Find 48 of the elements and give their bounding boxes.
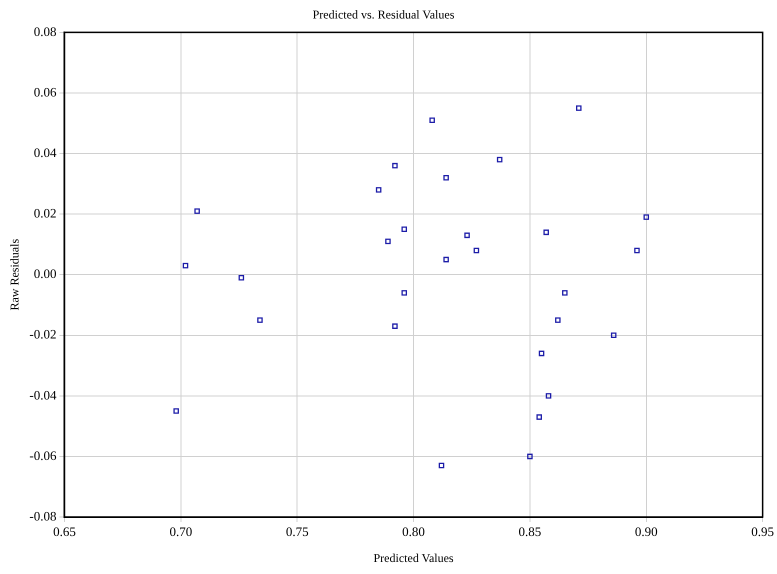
y-tick-label: 0.06 <box>34 84 57 100</box>
point <box>543 230 549 236</box>
point <box>238 274 244 280</box>
chart-title: Predicted vs. Residual Values <box>312 7 455 22</box>
y-tick-label: -0.08 <box>29 508 56 524</box>
y-tick-label: 0.08 <box>34 24 56 39</box>
point <box>194 208 200 214</box>
point <box>634 248 640 254</box>
point <box>464 232 470 238</box>
x-tick-label: 0.70 <box>169 524 192 540</box>
y-tick-label: 0.04 <box>34 144 57 160</box>
point <box>643 214 650 220</box>
x-tick-label: 0.95 <box>751 524 774 540</box>
point <box>555 317 561 323</box>
y-tick-label: -0.04 <box>29 387 57 402</box>
y-tick-label: -0.02 <box>29 326 56 342</box>
point <box>392 323 398 329</box>
y-axis-title: Raw Residuals <box>7 238 22 311</box>
point <box>182 262 188 268</box>
point <box>401 226 408 232</box>
point <box>443 256 449 262</box>
point <box>438 462 444 468</box>
point <box>536 414 542 420</box>
point <box>173 408 179 414</box>
point <box>496 156 502 162</box>
point <box>562 290 568 296</box>
point <box>443 175 449 181</box>
y-tick-label: 0.00 <box>34 266 56 282</box>
y-tick-label: 0.02 <box>34 206 56 221</box>
point <box>527 454 533 460</box>
x-tick-label: 0.65 <box>53 524 76 540</box>
point <box>385 238 391 244</box>
x-tick-label: 0.85 <box>518 524 542 540</box>
point <box>538 350 544 356</box>
y-tick-label: -0.06 <box>29 448 57 463</box>
point <box>610 332 616 338</box>
point <box>474 248 480 254</box>
point <box>429 117 435 124</box>
x-tick-label: 0.90 <box>634 524 658 540</box>
x-axis-title: Predicted Values <box>374 550 454 565</box>
point <box>376 187 382 193</box>
point <box>392 162 398 168</box>
x-tick-label: 0.80 <box>402 524 425 540</box>
x-tick-label: 0.75 <box>286 524 309 540</box>
point <box>257 317 263 323</box>
point <box>401 290 408 296</box>
point <box>546 393 552 399</box>
point <box>576 105 582 111</box>
